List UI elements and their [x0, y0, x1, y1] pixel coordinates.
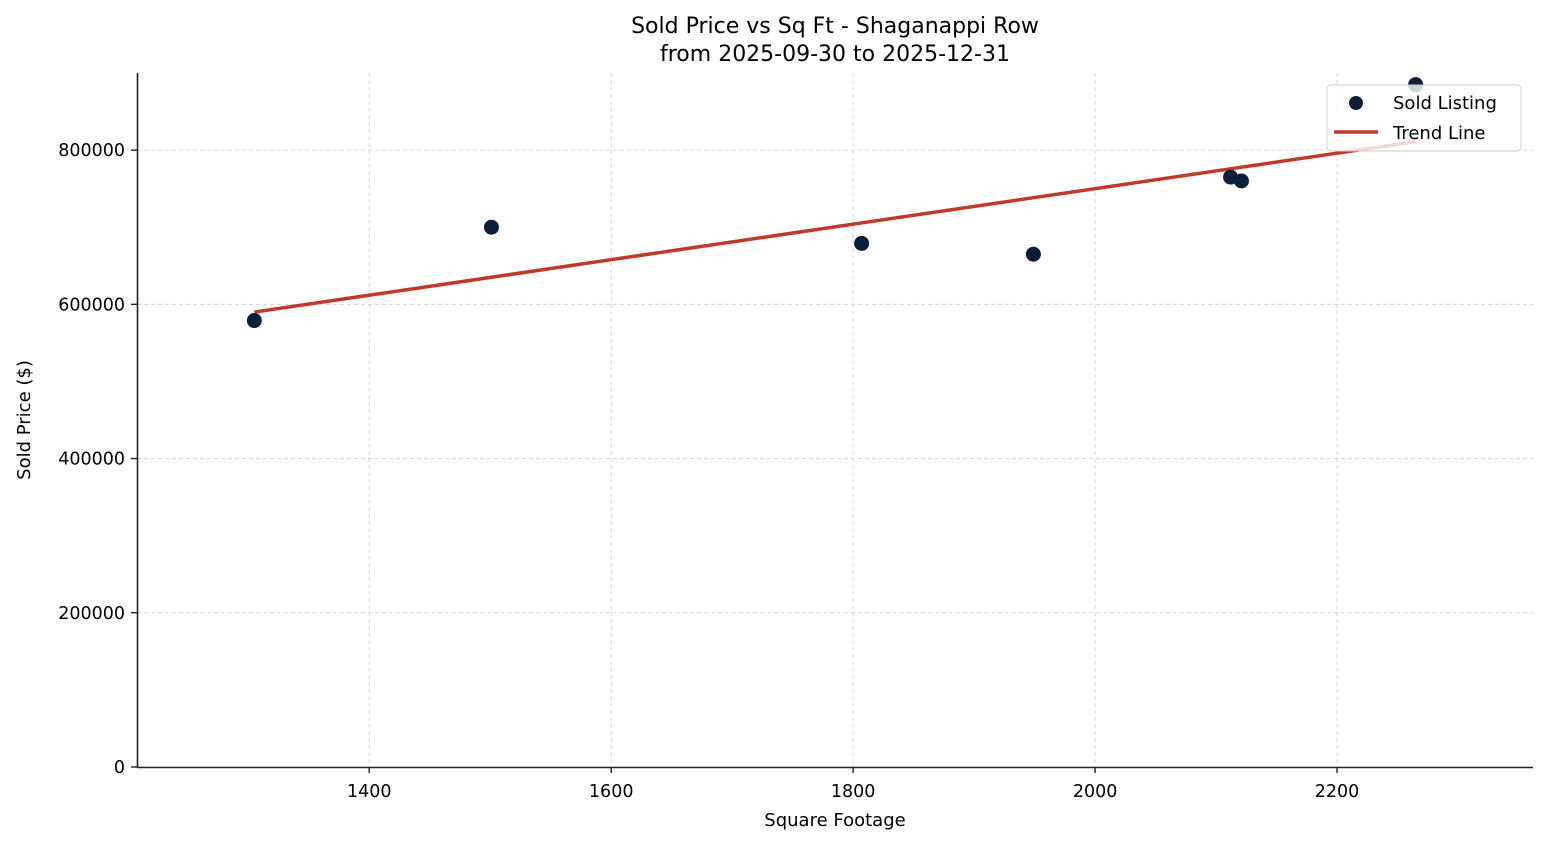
data-point	[483, 219, 499, 235]
data-point	[246, 313, 262, 329]
scatter-points	[246, 77, 1424, 329]
y-axis-ticks: 0 200000 400000 600000 800000	[58, 141, 137, 778]
legend-scatter-marker-icon	[1349, 96, 1363, 110]
x-tick-label: 2000	[1073, 782, 1118, 802]
y-tick-label: 400000	[58, 450, 125, 470]
y-tick-label: 0	[114, 758, 125, 778]
trend-line-path	[254, 139, 1416, 314]
data-point	[1233, 173, 1249, 189]
x-tick-label: 2200	[1315, 782, 1360, 802]
trend-line	[254, 139, 1416, 314]
x-tick-label: 1600	[589, 782, 634, 802]
y-tick-label: 200000	[58, 604, 125, 624]
chart-title: Sold Price vs Sq Ft - Shaganappi Row	[631, 14, 1039, 39]
x-tick-label: 1800	[831, 782, 876, 802]
y-tick-label: 600000	[58, 295, 125, 315]
legend-label-sold-listing: Sold Listing	[1393, 93, 1497, 114]
chart-subtitle: from 2025-09-30 to 2025-12-31	[660, 42, 1010, 67]
legend: Sold Listing Trend Line	[1326, 84, 1522, 152]
gridlines	[137, 73, 1533, 767]
legend-box	[1326, 84, 1522, 152]
x-tick-label: 1400	[347, 782, 392, 802]
legend-label-trend-line: Trend Line	[1392, 123, 1486, 144]
x-axis-ticks: 1400 1600 1800 2000 2200	[347, 767, 1359, 802]
y-tick-label: 800000	[58, 141, 125, 161]
y-axis-label: Sold Price ($)	[14, 360, 35, 480]
data-point	[1025, 246, 1041, 262]
x-axis-label: Square Footage	[764, 810, 905, 831]
data-point	[854, 235, 870, 251]
